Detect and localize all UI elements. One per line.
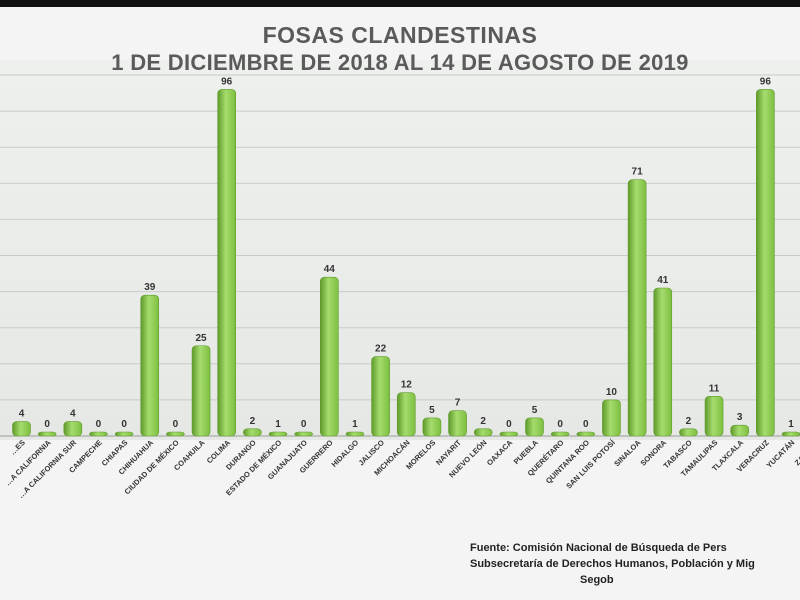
data-label: 12 [401,380,413,391]
data-label: 22 [375,344,387,355]
bar [89,431,108,437]
data-label: 5 [429,405,435,416]
category-label: HIDALGO [330,438,361,469]
data-label: 0 [583,419,589,430]
data-label: 2 [250,416,256,427]
bar [371,356,390,437]
bar [140,294,160,437]
category-label: YUCATÁN [765,438,797,470]
bar [345,431,365,437]
data-label: 1 [352,419,358,430]
data-label: 5 [532,405,538,416]
bar [525,417,544,437]
top-border [0,0,800,7]
category-label: SINALOA [612,438,643,469]
data-label: 2 [686,416,692,427]
data-label: 0 [44,419,50,430]
bar [319,276,339,437]
bar [576,431,596,437]
data-label: 0 [173,419,179,430]
data-label: 96 [221,76,233,87]
bar [448,410,467,437]
bar [294,431,313,437]
data-label: 39 [144,282,156,293]
bar [550,431,570,437]
bar [473,428,493,437]
bar [166,431,185,437]
bar [679,428,698,437]
bar [191,345,211,437]
data-label: 0 [301,419,307,430]
bar [730,424,750,437]
source-line-1: Fuente: Comisión Nacional de Búsqueda de… [470,542,727,554]
data-label: 7 [455,398,461,409]
bar [243,428,262,437]
category-labels: …ES…A CALIFORNIA…A CALIFORNIA SURCAMPECH… [3,437,800,500]
bar [499,431,519,437]
category-label: …A CALIFORNIA [3,438,53,488]
bar [217,89,236,437]
watermark [0,535,70,600]
bar [396,392,416,437]
bar [704,395,724,437]
data-label: 0 [557,419,563,430]
data-label: 10 [606,387,618,398]
data-label: 0 [506,419,512,430]
source-note: Fuente: Comisión Nacional de Búsqueda de… [470,540,800,588]
bar [12,421,31,437]
data-label: 0 [96,419,102,430]
data-label: 3 [737,412,743,423]
chart-title: FOSAS CLANDESTINAS [262,22,538,48]
data-label: 1 [275,419,281,430]
bar [756,89,775,437]
category-label: …ES [8,438,27,457]
data-label: 41 [657,275,669,286]
bar [602,399,621,437]
category-label: SAN LUIS POTOSÍ [564,437,617,490]
bar [268,431,288,437]
bar [653,287,673,437]
data-label: 96 [760,76,772,87]
bar [37,431,57,437]
data-label: 25 [195,333,207,344]
category-label: OAXACA [485,438,515,468]
data-label: 44 [324,264,336,275]
bars [12,89,800,437]
bar [422,417,442,437]
data-label: 4 [70,409,76,420]
bar [781,431,800,437]
bar [627,179,647,437]
chart-subtitle: 1 DE DICIEMBRE DE 2018 AL 14 DE AGOSTO D… [111,50,689,75]
source-line-3: Segob [580,574,614,586]
data-label: 2 [480,416,486,427]
source-line-2: Subsecretaría de Derechos Humanos, Pobla… [470,558,755,570]
data-label: 11 [709,383,720,394]
bar [114,431,134,437]
bar [63,421,83,437]
data-label: 71 [632,167,644,178]
data-label: 0 [121,419,127,430]
data-label: 1 [788,419,794,430]
data-label: 4 [19,409,25,420]
